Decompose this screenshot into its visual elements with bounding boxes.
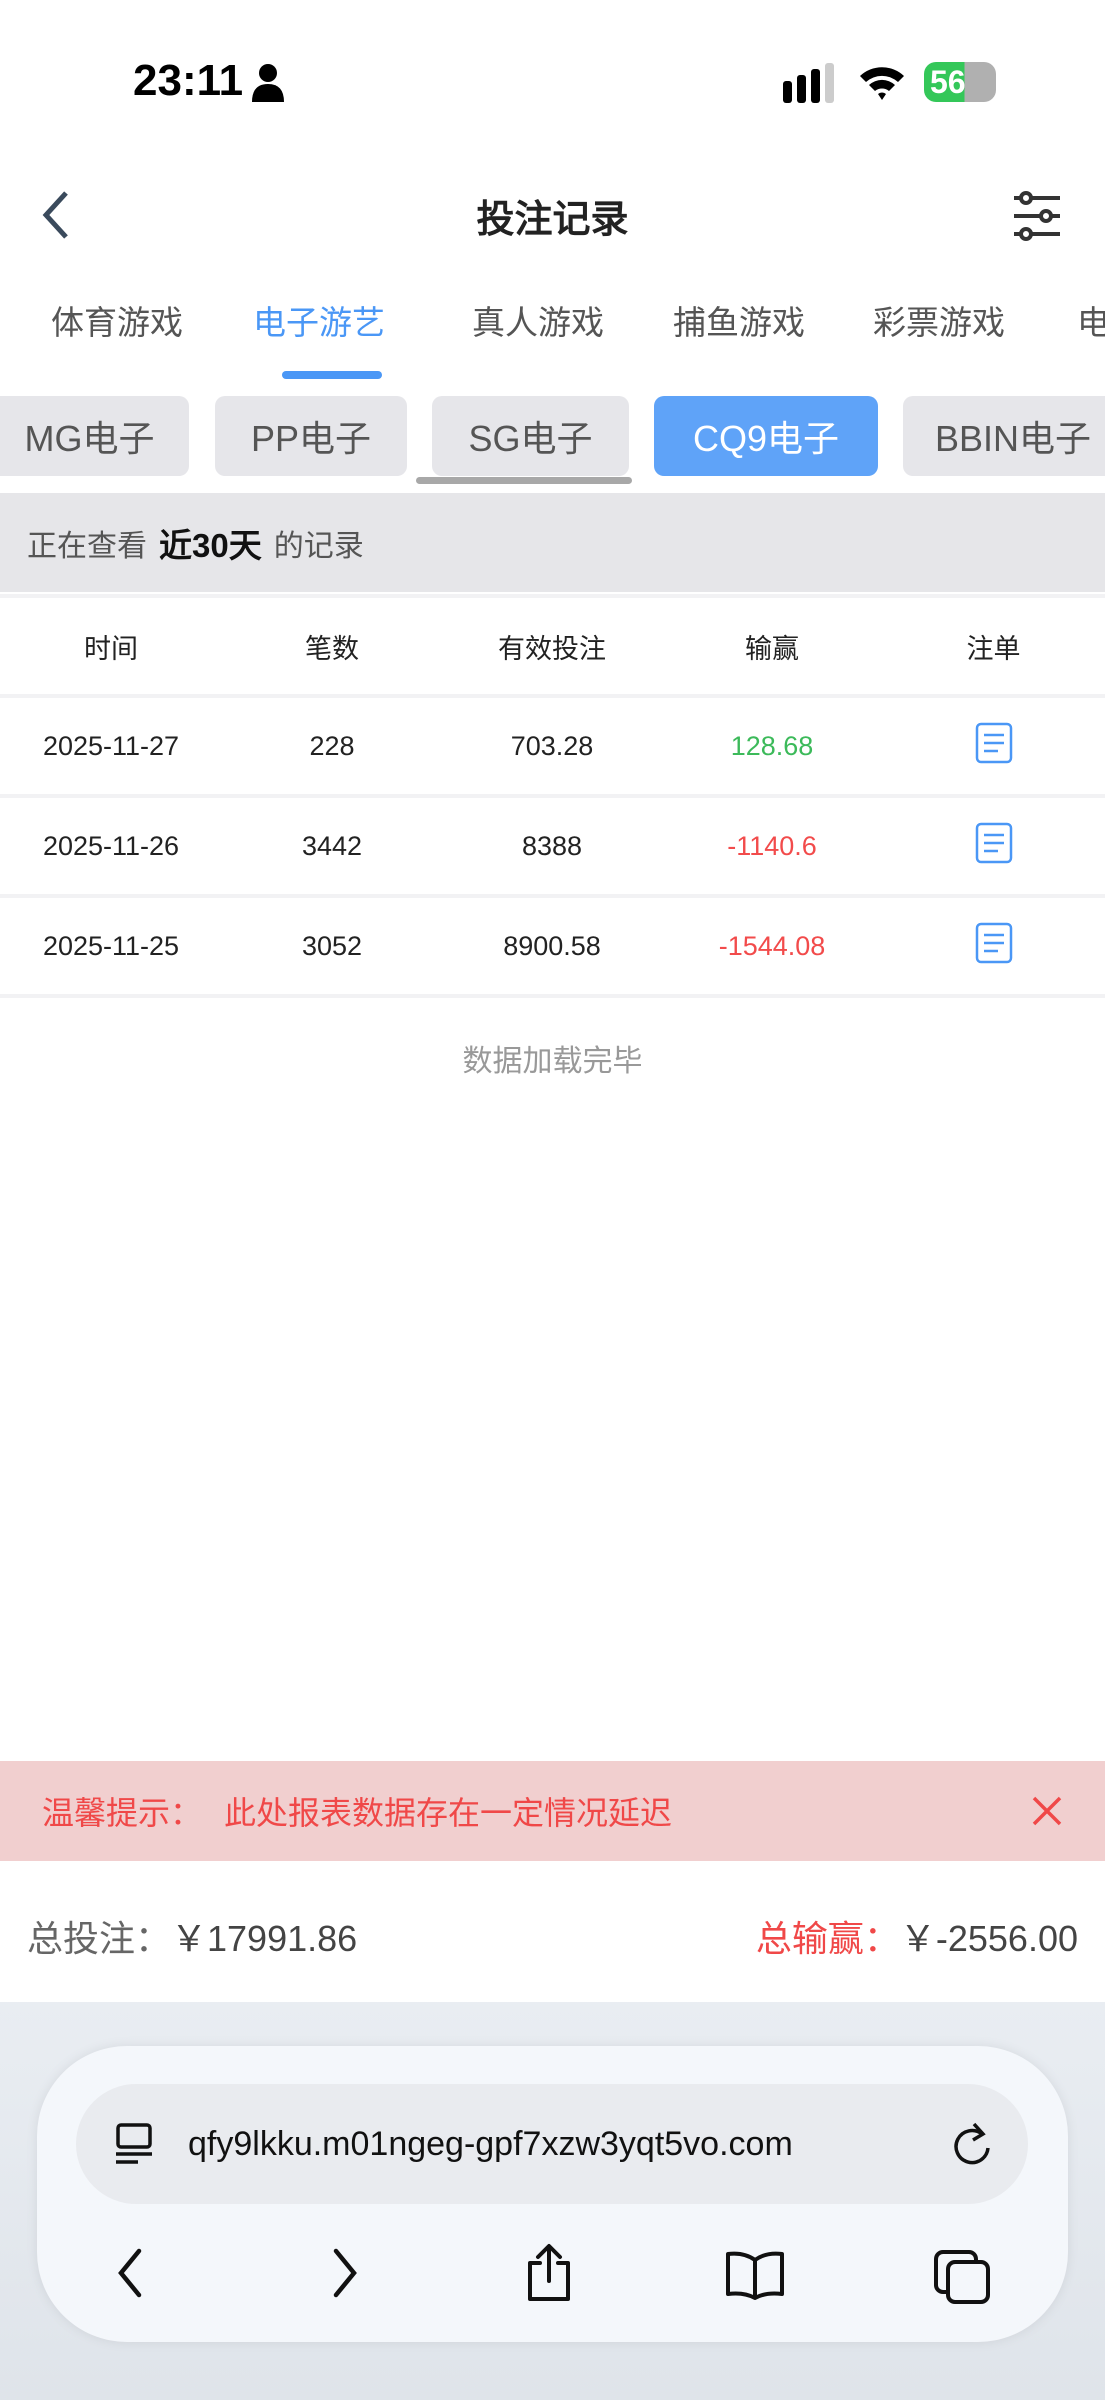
header-win-loss: 输赢 (662, 598, 882, 694)
document-icon[interactable] (975, 922, 1013, 964)
info-range: 近30天 (159, 526, 262, 564)
url-text: qfy9lkku.m01ngeg-gpf7xzw3yqt5vo.com (188, 2124, 793, 2163)
active-tab-indicator (282, 371, 382, 379)
address-bar[interactable]: qfy9lkku.m01ngeg-gpf7xzw3yqt5vo.com (76, 2084, 1028, 2204)
cell-win-loss: -1544.08 (662, 898, 882, 994)
subtab-cq9[interactable]: CQ9电子 (654, 396, 878, 476)
document-icon[interactable] (975, 722, 1013, 764)
table-row: 2025-11-26 3442 8388 -1140.6 (0, 798, 1105, 894)
status-time: 23:11 (133, 56, 244, 105)
cell-win-loss: -1140.6 (662, 798, 882, 894)
header-valid-bet: 有效投注 (442, 598, 662, 694)
bookmarks-icon[interactable] (724, 2250, 786, 2300)
reload-icon[interactable] (952, 2122, 992, 2168)
records-table: 时间 笔数 有效投注 输赢 注单 2025-11-27 228 703.28 1… (0, 594, 1105, 998)
total-win-label: 总输赢： (755, 1918, 900, 1959)
totals-bar: 总投注：￥17991.86 总输赢：￥-2556.00 (0, 1862, 1105, 2002)
cell-valid-bet: 703.28 (442, 698, 662, 794)
cell-valid-bet: 8900.58 (442, 898, 662, 994)
browser-forward-icon[interactable] (330, 2248, 360, 2298)
tab-electronic[interactable]: 电子游艺 (253, 304, 385, 341)
notice-banner: 温馨提示： 此处报表数据存在一定情况延迟 (0, 1761, 1105, 1861)
tabs-icon[interactable] (932, 2248, 994, 2304)
cell-valid-bet: 8388 (442, 798, 662, 894)
info-prefix: 正在查看 (27, 529, 147, 563)
page-title: 投注记录 (476, 199, 629, 241)
back-icon[interactable] (38, 190, 72, 240)
battery-indicator: 56 (924, 62, 996, 102)
tab-lottery[interactable]: 彩票游戏 (873, 304, 1005, 341)
date-range-info: 正在查看 近30天 的记录 (0, 493, 1105, 592)
tab-more[interactable]: 电 (1077, 304, 1105, 341)
subtab-bbin[interactable]: BBIN电子 (903, 396, 1105, 476)
subtab-sg[interactable]: SG电子 (432, 396, 629, 476)
info-suffix: 的记录 (273, 529, 364, 563)
cell-count: 228 (222, 698, 442, 794)
bet-slip-button[interactable] (882, 698, 1105, 794)
total-bet-value: ￥17991.86 (171, 1918, 358, 1959)
tab-fishing[interactable]: 捕鱼游戏 (673, 304, 805, 341)
total-win-value: ￥-2556.00 (899, 1918, 1078, 1959)
nav-bar: 投注记录 (0, 160, 1105, 264)
table-row: 2025-11-25 3052 8900.58 -1544.08 (0, 898, 1105, 994)
header-count: 笔数 (222, 598, 442, 694)
header-time: 时间 (0, 598, 222, 694)
person-icon (252, 64, 284, 102)
close-icon[interactable] (1031, 1795, 1063, 1827)
notice-label: 温馨提示： (42, 1795, 203, 1831)
cell-date: 2025-11-27 (0, 698, 222, 794)
subtab-mg[interactable]: MG电子 (0, 396, 189, 476)
cell-date: 2025-11-26 (0, 798, 222, 894)
tab-live[interactable]: 真人游戏 (472, 304, 604, 341)
page-menu-icon[interactable] (114, 2123, 154, 2165)
subtab-pp[interactable]: PP电子 (215, 396, 407, 476)
total-bet-label: 总投注： (27, 1918, 172, 1959)
signal-icon (783, 63, 834, 103)
filter-settings-icon[interactable] (1012, 190, 1062, 242)
notice-text: 此处报表数据存在一定情况延迟 (224, 1795, 673, 1831)
subtab-scroll-indicator (416, 477, 632, 484)
cell-count: 3052 (222, 898, 442, 994)
status-bar: 23:11 56 (0, 0, 1105, 150)
share-icon[interactable] (524, 2243, 574, 2303)
table-row: 2025-11-27 228 703.28 128.68 (0, 698, 1105, 794)
tab-sports[interactable]: 体育游戏 (51, 304, 183, 341)
table-header: 时间 笔数 有效投注 输赢 注单 (0, 598, 1105, 694)
document-icon[interactable] (975, 822, 1013, 864)
cell-date: 2025-11-25 (0, 898, 222, 994)
wifi-icon (860, 67, 904, 100)
bet-slip-button[interactable] (882, 898, 1105, 994)
browser-back-icon[interactable] (115, 2248, 145, 2298)
loaded-message: 数据加载完毕 (462, 1045, 643, 1078)
category-tabs: 体育游戏 电子游艺 真人游戏 捕鱼游戏 彩票游戏 电 (0, 296, 1105, 386)
bet-slip-button[interactable] (882, 798, 1105, 894)
cell-count: 3442 (222, 798, 442, 894)
header-bet-slip: 注单 (882, 598, 1105, 694)
cell-win-loss: 128.68 (662, 698, 882, 794)
